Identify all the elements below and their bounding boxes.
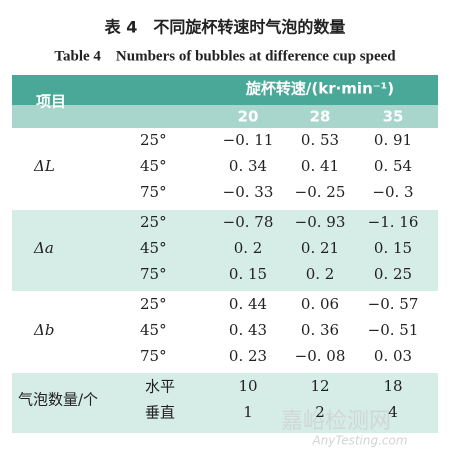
cell: 2: [315, 403, 325, 421]
cell: 0. 91: [374, 131, 412, 149]
header-speed: 旋杯转速/(kr·min⁻¹): [245, 80, 394, 98]
header-bg: [12, 75, 438, 105]
header-item: 项目: [36, 93, 66, 111]
cell: 0. 36: [301, 321, 339, 339]
row-label: 25°: [140, 213, 167, 231]
cell: 0. 54: [374, 157, 412, 175]
row-label: 45°: [140, 239, 167, 257]
cell: 0. 21: [301, 239, 339, 257]
row-label: 25°: [140, 295, 167, 313]
table-subtitle: Table 4 Numbers of bubbles at difference…: [54, 48, 396, 64]
cell: −0. 57: [368, 295, 419, 313]
group-bg: [12, 373, 438, 433]
row-label: 水平: [145, 378, 175, 396]
cell: −0. 51: [368, 321, 419, 339]
cell: 12: [310, 377, 329, 395]
cell: 4: [388, 403, 398, 421]
cell: 0. 06: [301, 295, 339, 313]
column-header: 35: [383, 108, 404, 126]
cell: −0. 25: [295, 183, 346, 201]
row-label: 45°: [140, 321, 167, 339]
cell: 0. 03: [374, 347, 412, 365]
cell: 0. 44: [229, 295, 267, 313]
group-label: 气泡数量/个: [18, 391, 98, 409]
cell: 0. 2: [306, 265, 335, 283]
row-label: 垂直: [145, 404, 175, 422]
cell: 10: [238, 377, 257, 395]
group-label: Δa: [33, 239, 54, 257]
subheader-bg: [12, 105, 438, 128]
row-label: 25°: [140, 131, 167, 149]
cell: 0. 15: [229, 265, 267, 283]
cell: −0. 33: [223, 183, 274, 201]
cell: 0. 23: [229, 347, 267, 365]
row-label: 75°: [140, 183, 167, 201]
watermark: AnyTesting.com: [311, 434, 407, 448]
cell: 0. 34: [229, 157, 267, 175]
cell: 1: [243, 403, 253, 421]
row-label: 45°: [140, 157, 167, 175]
group-bg: [12, 210, 438, 291]
group-label: Δb: [33, 321, 54, 339]
cell: −0. 78: [223, 213, 274, 231]
cell: −1. 16: [368, 213, 419, 231]
group-label: ΔL: [33, 157, 55, 175]
cell: 0. 41: [301, 157, 339, 175]
cell: −0. 08: [295, 347, 346, 365]
cell: −0. 93: [295, 213, 346, 231]
row-label: 75°: [140, 265, 167, 283]
cell: 0. 25: [374, 265, 412, 283]
cell: −0. 3: [372, 183, 413, 201]
cell: 18: [383, 377, 402, 395]
row-label: 75°: [140, 347, 167, 365]
cell: −0. 11: [223, 131, 274, 149]
cell: 0. 2: [234, 239, 263, 257]
table-title: 表 4 不同旋杯转速时气泡的数量: [104, 18, 346, 37]
cell: 0. 53: [301, 131, 339, 149]
column-header: 28: [310, 108, 331, 126]
column-header: 20: [238, 108, 259, 126]
cell: 0. 43: [229, 321, 267, 339]
watermark: 嘉峪检测网: [281, 409, 391, 434]
cell: 0. 15: [374, 239, 412, 257]
